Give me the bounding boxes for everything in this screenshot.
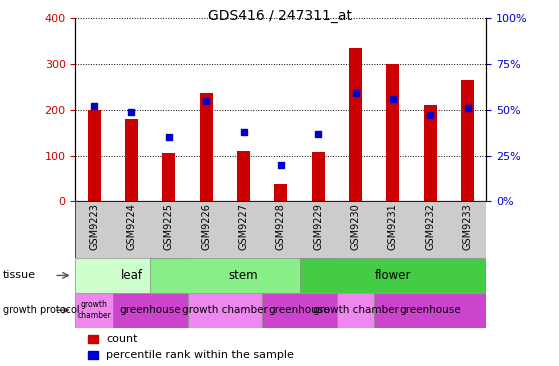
Text: GSM9230: GSM9230	[350, 203, 361, 250]
Text: GSM9226: GSM9226	[201, 203, 211, 250]
Bar	[274, 184, 287, 201]
Text: growth
chamber: growth chamber	[77, 300, 111, 320]
Point	[463, 105, 472, 111]
Point	[202, 98, 211, 104]
Bar	[162, 153, 176, 201]
Bar	[386, 64, 400, 201]
Text: tissue: tissue	[3, 270, 36, 280]
Point	[426, 112, 435, 118]
Text: growth protocol: growth protocol	[3, 305, 79, 315]
Text: greenhouse: greenhouse	[269, 305, 330, 315]
Text: GSM9223: GSM9223	[89, 203, 99, 250]
Bar	[75, 293, 113, 328]
Point	[351, 90, 360, 96]
Text: GSM9232: GSM9232	[425, 203, 435, 250]
Point	[239, 129, 248, 135]
Text: stem: stem	[229, 269, 258, 282]
Bar	[461, 80, 474, 201]
Bar	[200, 93, 213, 201]
Text: GSM9224: GSM9224	[126, 203, 136, 250]
Text: count: count	[106, 334, 138, 344]
Bar	[125, 119, 138, 201]
Text: percentile rank within the sample: percentile rank within the sample	[106, 350, 294, 360]
Bar	[88, 110, 101, 201]
Text: GSM9225: GSM9225	[164, 203, 174, 250]
Bar	[337, 293, 375, 328]
Text: GSM9227: GSM9227	[239, 203, 249, 250]
Bar	[187, 293, 262, 328]
Text: GSM9228: GSM9228	[276, 203, 286, 250]
Text: flower: flower	[375, 269, 411, 282]
Text: greenhouse: greenhouse	[400, 305, 461, 315]
Bar	[262, 293, 337, 328]
Bar	[349, 48, 362, 201]
Text: leaf: leaf	[121, 269, 143, 282]
Point	[164, 134, 173, 140]
Bar	[312, 152, 325, 201]
Bar	[237, 151, 250, 201]
Point	[127, 109, 136, 115]
Text: GDS416 / 247311_at: GDS416 / 247311_at	[207, 9, 352, 23]
Bar	[300, 258, 486, 293]
Text: GSM9229: GSM9229	[313, 203, 323, 250]
Text: GSM9233: GSM9233	[463, 203, 473, 250]
Point	[89, 103, 98, 109]
Point	[276, 162, 285, 168]
Bar	[75, 258, 187, 293]
Text: GSM9231: GSM9231	[388, 203, 398, 250]
Bar	[375, 293, 486, 328]
Text: growth chamber: growth chamber	[182, 305, 268, 315]
Bar	[88, 335, 98, 343]
Text: growth chamber: growth chamber	[312, 305, 399, 315]
Bar	[113, 293, 187, 328]
Bar	[88, 351, 98, 359]
Point	[314, 131, 323, 137]
Point	[389, 96, 397, 102]
Bar	[150, 258, 337, 293]
Bar	[424, 105, 437, 201]
Text: greenhouse: greenhouse	[120, 305, 181, 315]
